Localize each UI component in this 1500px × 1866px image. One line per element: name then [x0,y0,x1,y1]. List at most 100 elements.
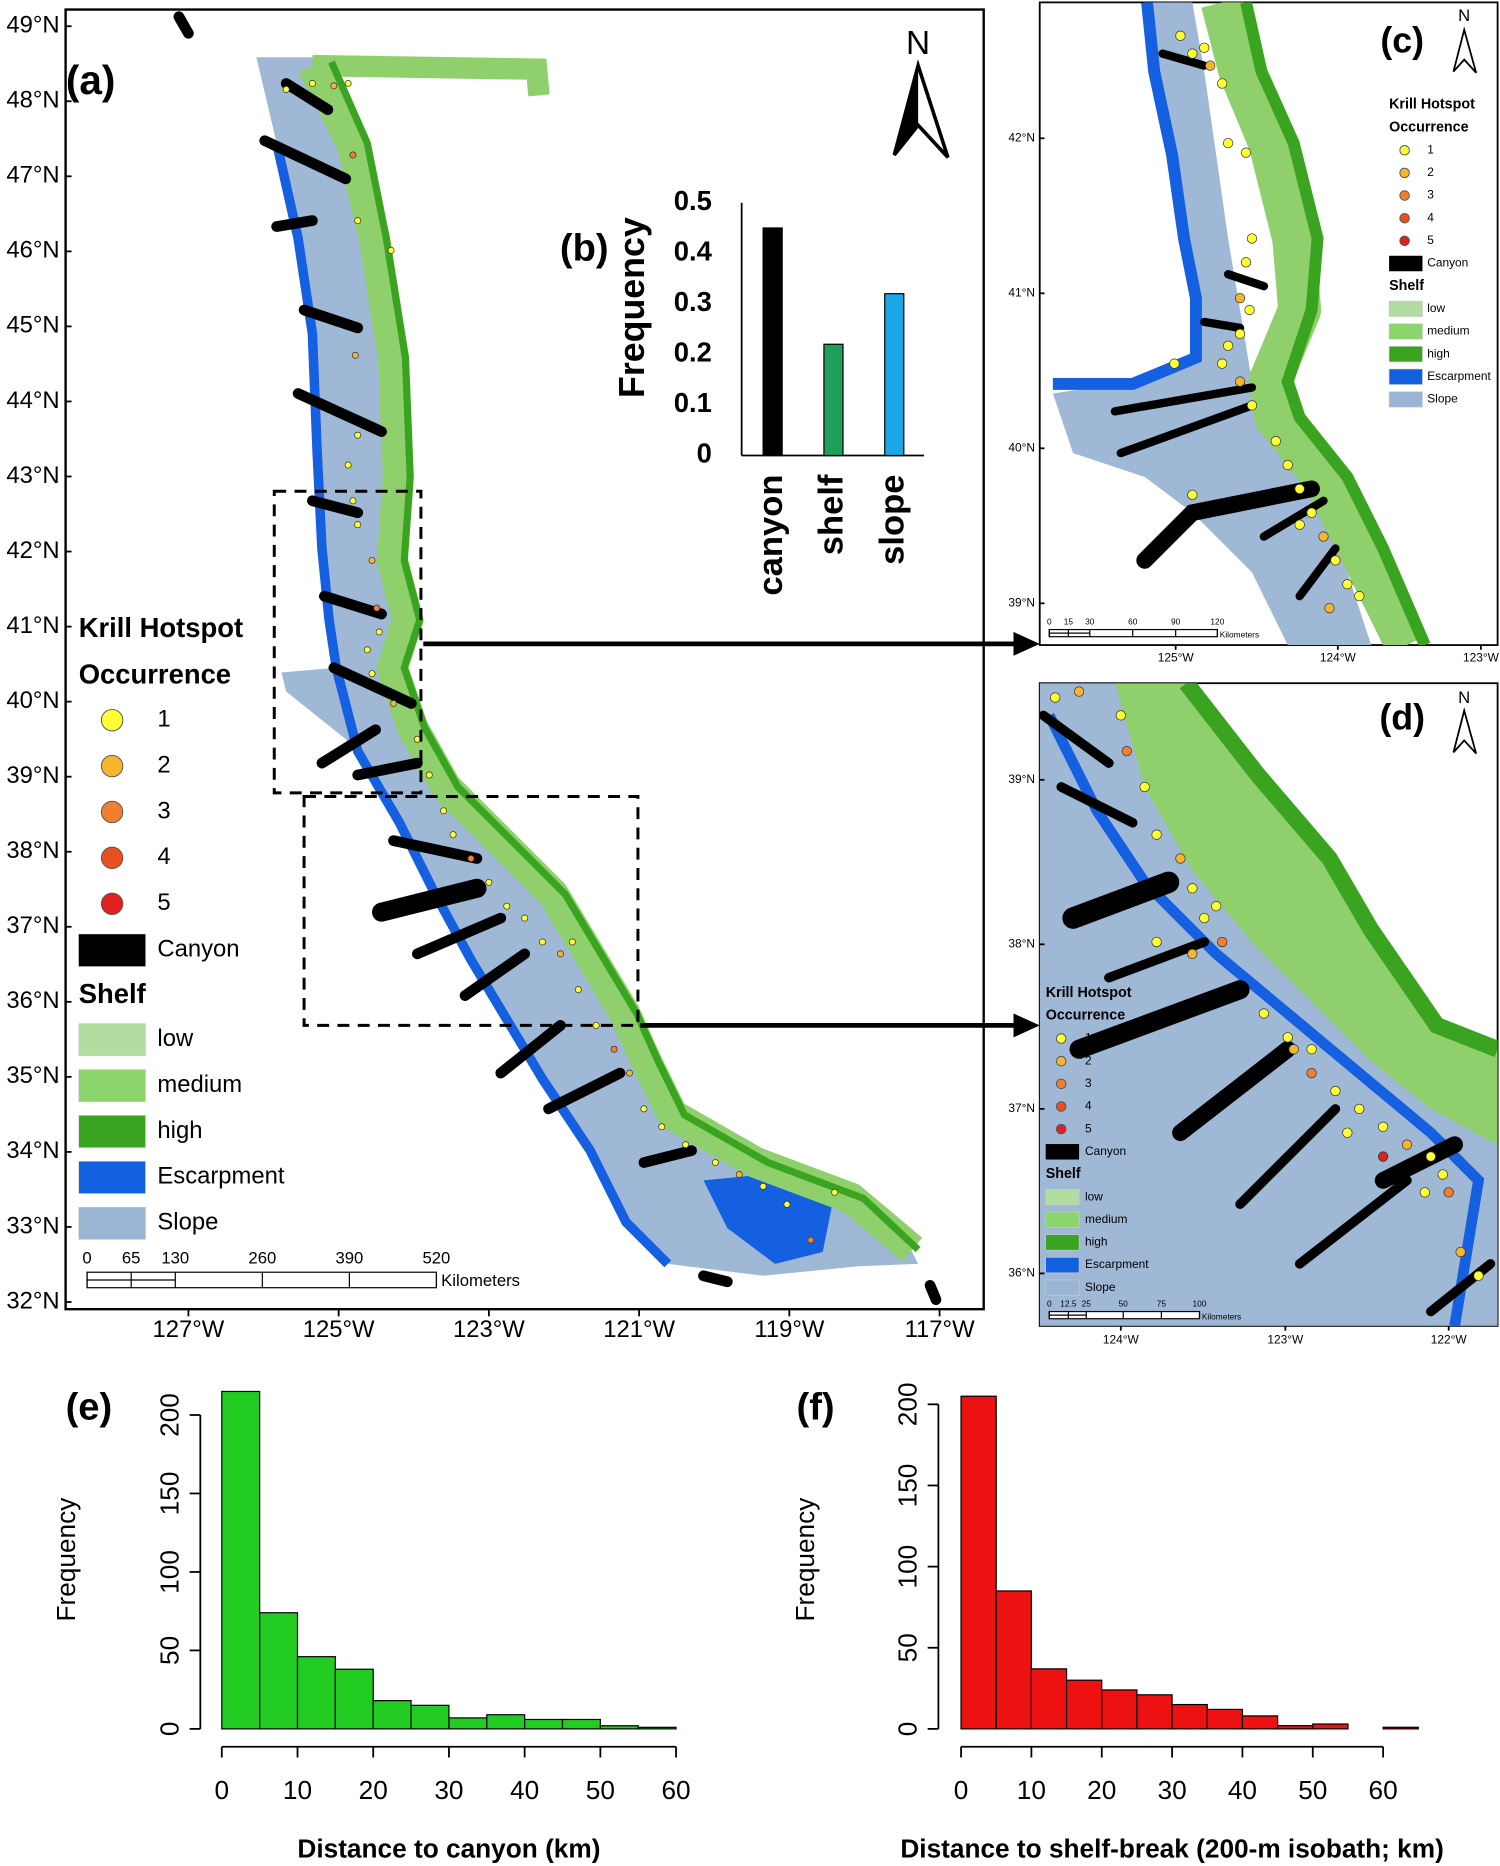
y-tick-label: 150 [893,1464,923,1508]
histogram-bar [1312,1723,1349,1730]
y-axis-label: Frequency [51,1497,81,1622]
map-d [1038,682,1499,1327]
hotspot-dot [1306,507,1317,518]
legend-dot [1399,212,1410,224]
hotspot-dot [282,85,290,93]
y-tick-label: 200 [893,1382,923,1426]
lat-label: 45°N [6,312,59,339]
hotspot-dot [783,1200,791,1208]
hotspot-dot [1288,1044,1299,1055]
map-d-shapes [1039,683,1498,1326]
legend-label: Slope [157,1209,218,1236]
scale-label: 0 [82,1249,91,1268]
legend-label: Canyon [1085,1144,1126,1158]
hotspot-dot [1222,340,1234,351]
histogram-bar [637,1726,677,1730]
scale-label: 60 [1128,617,1138,627]
hotspot-dot [308,80,316,87]
x-tick-label: 10 [1017,1775,1046,1805]
hotspot-dot [1151,936,1162,948]
escarpment [271,142,672,1268]
x-tick-label: 60 [1369,1775,1398,1805]
y-tick-label: 0 [155,1722,185,1737]
legend-dot [1055,1101,1067,1112]
lat-label: 38°N [1008,936,1035,950]
north-label: N [1458,6,1470,25]
hotspot-dot [658,1123,666,1131]
lat-label: 43°N [6,462,59,489]
histogram-bar [1277,1725,1314,1730]
hotspot-dot [1258,1008,1270,1019]
x-tick-label: 0 [214,1775,229,1805]
lon-label: 123°W [453,1316,525,1343]
arrow-head [1013,631,1040,656]
y-tick-label: 0.2 [674,337,712,368]
legend-label: 5 [1427,233,1434,247]
hotspot-dot [1378,1121,1389,1132]
histogram-bar [372,1700,412,1730]
legend-swatch [78,1206,146,1240]
lat-label: 47°N [6,162,59,189]
lon-label: 124°W [1103,1332,1140,1346]
legend-swatch [78,1115,146,1148]
legend-label: medium [1427,324,1469,338]
scale-label: 130 [161,1249,189,1268]
panel-label: (e) [66,1385,113,1428]
hotspot-dot [1378,1151,1389,1162]
hotspot-dot [1244,304,1255,316]
histogram-bar [561,1718,601,1730]
x-tick-label: 20 [1087,1775,1116,1805]
hotspot-dot [1234,292,1246,304]
hotspot-dot [1354,1103,1365,1114]
x-axis-label: Distance to canyon (km) [297,1833,600,1863]
histogram-bar [296,1656,336,1730]
y-tick-label: 200 [155,1393,185,1437]
x-tick-label: 40 [1228,1775,1257,1805]
hotspot-dot [1187,48,1198,59]
hotspot-dot [1240,147,1252,158]
y-tick-label: 50 [155,1636,185,1665]
hotspot-dot [626,1069,634,1077]
scale-label: 15 [1064,617,1074,627]
hotspot-dot [1175,30,1186,41]
legend-label: high [1427,346,1450,360]
scale-label: 0 [1047,1299,1052,1309]
legend-label: high [1085,1235,1108,1249]
y-tick-label: 50 [893,1633,923,1662]
hotspot-dot [1282,459,1293,471]
hotspot-dot [568,938,576,946]
hotspot-dot [1419,1187,1430,1198]
legend-dot [100,800,124,824]
legend-label: 3 [1085,1076,1092,1090]
hotspot-dot [351,351,359,359]
histogram-bar [1101,1689,1138,1730]
bar [762,227,783,457]
hotspot-dot [390,700,397,707]
legend-label: 3 [157,797,170,824]
x-tick-label: 10 [283,1775,312,1805]
shelf-high [1179,683,1498,1058]
hotspot-dot [592,1021,600,1029]
shelf [1201,2,1427,646]
legend-label: 2 [1427,165,1434,179]
north-label: N [906,25,930,62]
x-tick-label: 50 [586,1775,615,1805]
legend-label: medium [1085,1212,1127,1226]
lat-label: 39°N [1008,595,1035,609]
hotspot-dot [375,628,383,636]
hotspot-dot [1324,602,1335,614]
y-tick-label: 100 [893,1545,923,1589]
hotspot-dot [1211,901,1222,912]
hotspot-dot [1425,1151,1436,1162]
legend-swatch [1388,368,1423,385]
hotspot-dot [1318,531,1329,542]
legend-label: 1 [157,705,170,732]
scale-label: 100 [1193,1299,1207,1309]
legend-label: 5 [157,889,170,916]
legend-swatch [1388,300,1423,317]
hotspot-dot [1342,579,1353,590]
x-tick-label: 20 [359,1775,388,1805]
legend-subtitle: Occurrence [1046,1008,1126,1024]
x-tick-label: 40 [510,1775,539,1805]
legend-label: 4 [157,843,170,870]
